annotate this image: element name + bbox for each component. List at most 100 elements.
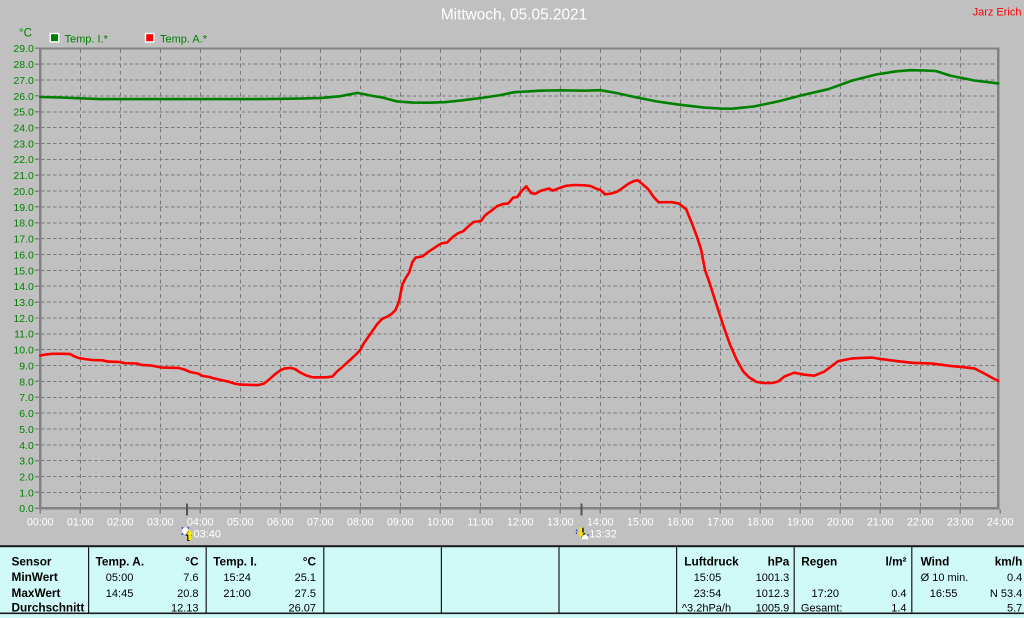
svg-text:15:24: 15:24 [223,572,251,584]
svg-text:21:00: 21:00 [867,516,894,528]
svg-text:Durchschnitt: Durchschnitt [12,600,85,614]
svg-text:03:00: 03:00 [147,516,174,528]
svg-text:21:00: 21:00 [223,588,251,600]
svg-text:18:00: 18:00 [747,516,774,528]
svg-text:Regen: Regen [801,555,837,569]
svg-text:1005.9: 1005.9 [756,602,790,614]
svg-text:15:00: 15:00 [627,516,654,528]
svg-text:MaxWert: MaxWert [12,586,61,600]
svg-text:23:54: 23:54 [694,588,722,600]
svg-text:13.0: 13.0 [13,297,34,309]
svg-text:29.0: 29.0 [13,43,34,55]
svg-text:17:20: 17:20 [812,588,840,600]
svg-text:17:00: 17:00 [707,516,734,528]
svg-text:01:00: 01:00 [67,516,94,528]
svg-text:08:00: 08:00 [347,516,374,528]
svg-text:11:00: 11:00 [467,516,493,528]
svg-text:Luftdruck: Luftdruck [684,555,739,569]
svg-text:14:45: 14:45 [106,588,134,600]
svg-text:20.0: 20.0 [13,186,34,198]
svg-text:°C: °C [185,555,199,569]
svg-text:15.0: 15.0 [13,265,34,277]
svg-text:5.7: 5.7 [1007,602,1022,614]
svg-text:13:00: 13:00 [547,516,574,528]
svg-text:l/m²: l/m² [886,555,907,569]
svg-text:5.0: 5.0 [19,424,34,436]
svg-text:km/h: km/h [995,555,1023,569]
svg-text:Sensor: Sensor [12,555,52,569]
svg-text:0.4: 0.4 [891,588,906,600]
svg-text:27.5: 27.5 [295,588,316,600]
svg-text:20:00: 20:00 [827,516,854,528]
svg-text:14:00: 14:00 [587,516,614,528]
svg-text:0.0: 0.0 [19,503,34,515]
svg-text:16:00: 16:00 [667,516,694,528]
svg-text:17.0: 17.0 [13,234,34,246]
svg-text:Wind: Wind [921,555,950,569]
svg-text:Temp. A.*: Temp. A.* [160,33,208,45]
svg-text:1012.3: 1012.3 [756,588,790,600]
svg-text:26.07: 26.07 [288,602,316,614]
svg-text:28.0: 28.0 [13,59,34,71]
svg-text:°C: °C [303,555,317,569]
svg-text:1001.3: 1001.3 [756,572,790,584]
svg-text:23.0: 23.0 [13,138,34,150]
svg-text:7.0: 7.0 [19,392,34,404]
svg-text:Ø 10 min.: Ø 10 min. [921,572,969,584]
svg-text:14.0: 14.0 [13,281,34,293]
svg-text:05:00: 05:00 [106,572,134,584]
svg-text:Mittwoch, 05.05.2021: Mittwoch, 05.05.2021 [441,7,587,24]
svg-text:18.0: 18.0 [13,218,34,230]
svg-text:10.0: 10.0 [13,345,34,357]
svg-text:7.6: 7.6 [183,572,198,584]
svg-text:02:00: 02:00 [107,516,134,528]
svg-text:24:00: 24:00 [987,516,1014,528]
svg-text:Jarz Erich: Jarz Erich [973,6,1022,18]
svg-text:26.0: 26.0 [13,91,34,103]
svg-text:09:00: 09:00 [387,516,414,528]
svg-text:3.0: 3.0 [19,456,34,468]
svg-text:24.0: 24.0 [13,123,34,135]
svg-text:Temp. A.: Temp. A. [96,555,145,569]
svg-text:19.0: 19.0 [13,202,34,214]
svg-text:4.0: 4.0 [19,440,34,452]
svg-text:16.0: 16.0 [13,249,34,261]
svg-text:9.0: 9.0 [19,360,34,372]
svg-text:07:00: 07:00 [307,516,334,528]
svg-text:12.0: 12.0 [13,313,34,325]
svg-text:20.8: 20.8 [177,588,198,600]
svg-text:13:32: 13:32 [589,529,617,541]
svg-text:11.0: 11.0 [14,329,34,341]
svg-text:05:00: 05:00 [227,516,254,528]
svg-text:25.1: 25.1 [295,572,316,584]
svg-text:Temp. I.: Temp. I. [213,555,257,569]
svg-text:00:00: 00:00 [27,516,54,528]
svg-text:03:40: 03:40 [194,529,222,541]
svg-text:25.0: 25.0 [13,107,34,119]
svg-text:12:00: 12:00 [507,516,534,528]
svg-text:hPa: hPa [768,555,790,569]
svg-text:N 53.4: N 53.4 [990,588,1022,600]
svg-text:21.0: 21.0 [13,170,34,182]
svg-text:27.0: 27.0 [13,75,34,87]
svg-text:°C: °C [19,28,32,40]
svg-text:10:00: 10:00 [427,516,454,528]
svg-text:15:05: 15:05 [694,572,722,584]
svg-text:19:00: 19:00 [787,516,814,528]
svg-text:06:00: 06:00 [267,516,294,528]
svg-text:^3.2hPa/h: ^3.2hPa/h [682,602,731,614]
svg-text:Gesamt:: Gesamt: [801,602,843,614]
svg-text:MinWert: MinWert [12,570,58,584]
svg-text:12.13: 12.13 [171,602,199,614]
svg-text:16:55: 16:55 [930,588,958,600]
svg-text:1.4: 1.4 [891,602,906,614]
svg-text:0.4: 0.4 [1007,572,1022,584]
svg-text:8.0: 8.0 [19,376,34,388]
svg-text:6.0: 6.0 [19,408,34,420]
svg-text:2.0: 2.0 [19,472,34,484]
svg-text:22.0: 22.0 [13,154,34,166]
svg-text:04:00: 04:00 [187,516,214,528]
svg-text:Temp. I.*: Temp. I.* [65,33,109,45]
svg-text:1.0: 1.0 [19,487,34,499]
svg-text:22:00: 22:00 [907,516,934,528]
